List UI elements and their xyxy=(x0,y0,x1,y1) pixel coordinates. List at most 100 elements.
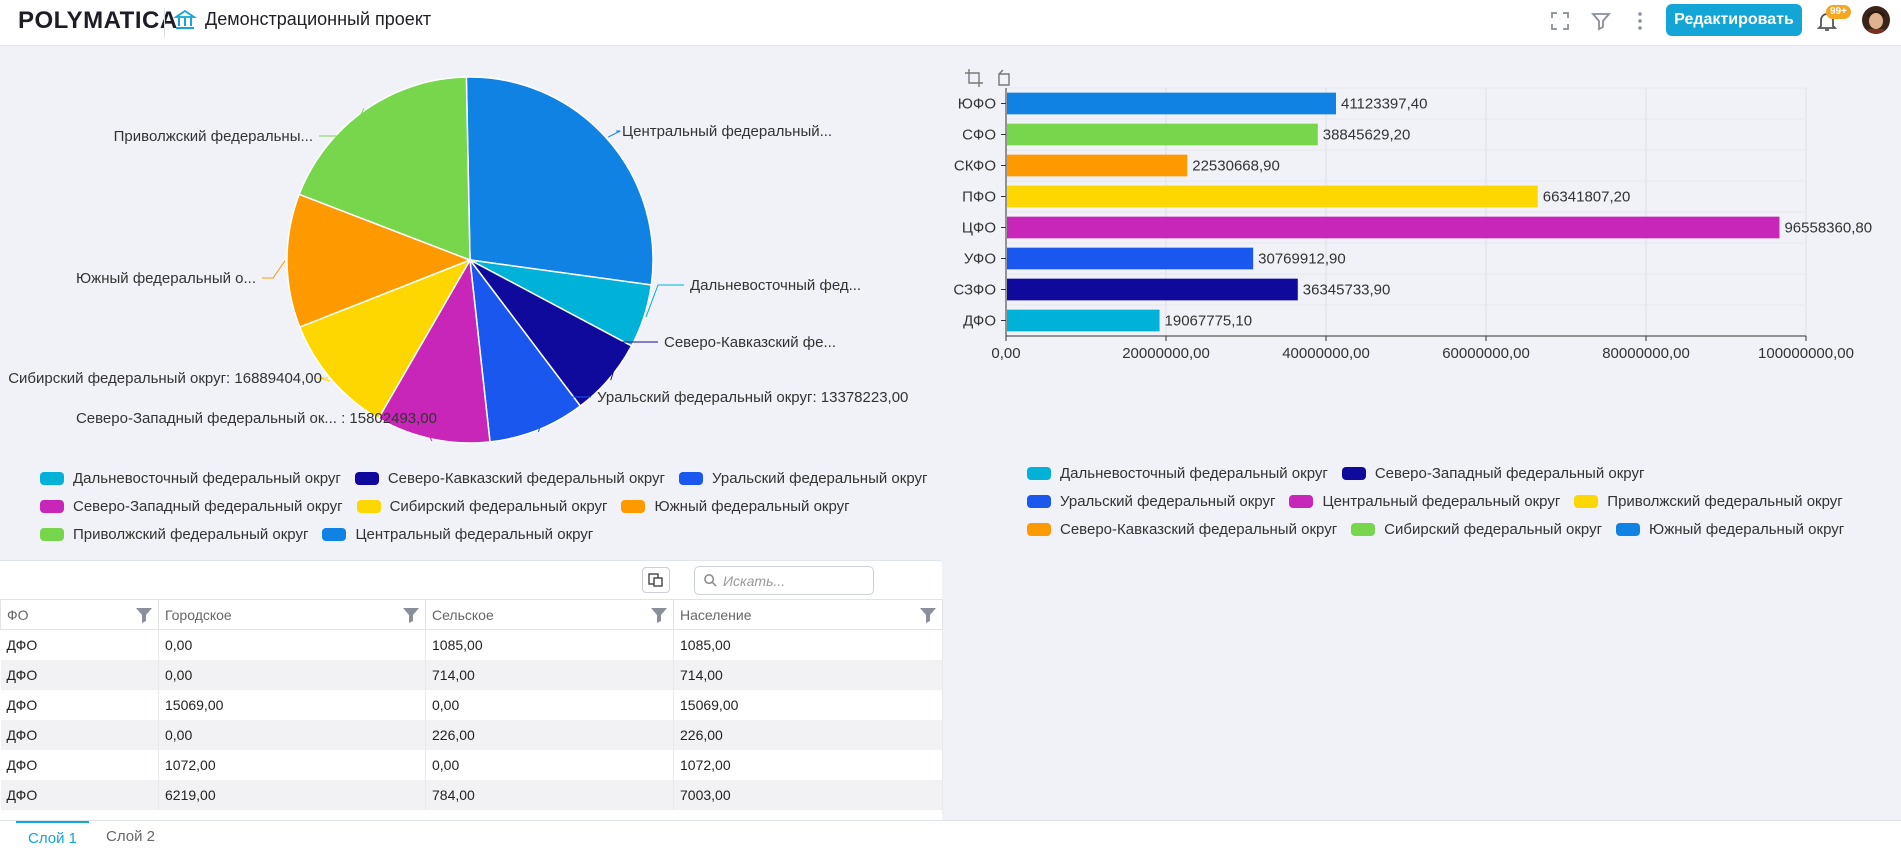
export-button[interactable] xyxy=(642,567,670,593)
data-table: ФО Городское Сельское Население ДФО 0,00 1085… xyxy=(0,599,943,810)
table-cell: 1072,00 xyxy=(158,749,426,780)
more-vertical-icon[interactable] xyxy=(1628,9,1652,33)
fullscreen-icon[interactable] xyxy=(1548,9,1572,33)
pie-label-4: Уральский федеральный округ: 13378223,00 xyxy=(597,389,908,406)
table-cell: 714,00 xyxy=(673,659,943,690)
legend-label: Северо-Кавказский федеральный округ xyxy=(387,469,666,487)
table-row[interactable]: ДФО 0,00 226,00 226,00 xyxy=(0,719,943,750)
table-row[interactable]: ДФО 0,00 1085,00 1085,00 xyxy=(0,629,943,660)
pie-slice-5[interactable] xyxy=(377,257,491,444)
x-tick-label: 0,00 xyxy=(991,345,1020,362)
pie-slice-7[interactable] xyxy=(286,193,473,329)
bar-пфо[interactable] xyxy=(1007,185,1538,208)
column-header-label: Сельское xyxy=(432,606,494,623)
bar-legend-item[interactable]: Сибирский федеральный округ xyxy=(1351,521,1602,538)
table-cell: 226,00 xyxy=(673,719,943,750)
bar-legend-item[interactable]: Приволжский федеральный округ xyxy=(1574,493,1843,510)
column-header-2[interactable]: Городское xyxy=(158,599,426,630)
table-row[interactable]: ДФО 15069,00 0,00 15069,00 xyxy=(0,689,943,720)
y-tick-label: СЗФО xyxy=(953,282,996,299)
bar-legend-item[interactable]: Северо-Западный федеральный округ xyxy=(1341,464,1645,482)
bar-legend-item[interactable]: Южный федеральный округ xyxy=(1616,521,1844,538)
column-filter-icon[interactable] xyxy=(919,606,937,624)
bar-legend-item[interactable]: Центральный федеральный округ xyxy=(1289,493,1560,510)
x-tick-label: 60000000,00 xyxy=(1442,345,1530,362)
notification-badge: 99+ xyxy=(1826,5,1851,19)
bar-chart: 0,00 20000000,00 40000000,00 60000000,00 800… xyxy=(953,87,1872,362)
y-tick-label: ЮФО xyxy=(958,96,996,113)
pie-legend-item[interactable]: Северо-Кавказский федеральный округ xyxy=(354,469,666,487)
bar-сзфо[interactable] xyxy=(1007,278,1298,301)
table-cell: 15069,00 xyxy=(673,689,943,720)
table-cell: 0,00 xyxy=(425,689,674,720)
pie-legend-item[interactable]: Дальневосточный федеральный округ xyxy=(40,470,341,487)
pie-leader-line xyxy=(537,396,591,433)
pie-legend-item[interactable]: Приволжский федеральный округ xyxy=(40,526,308,543)
pie-legend-item[interactable]: Северо-Западный федеральный округ xyxy=(40,498,343,515)
column-header-label: Население xyxy=(680,606,752,623)
legend-swatch xyxy=(1289,494,1314,508)
rotate-icon[interactable] xyxy=(994,68,1014,88)
pie-legend-item[interactable]: Южный федеральный округ xyxy=(621,498,850,515)
column-header-3[interactable]: Сельское xyxy=(425,599,674,630)
table-cell: 15069,00 xyxy=(158,689,426,720)
table-row[interactable]: ДФО 6219,00 784,00 7003,00 xyxy=(0,779,943,810)
column-filter-icon[interactable] xyxy=(402,606,420,624)
pie-slice-8[interactable] xyxy=(298,76,471,262)
pie-slice-6[interactable] xyxy=(298,258,472,420)
tab-layer-1[interactable]: Слой 1 xyxy=(16,821,89,852)
bar-сфо[interactable] xyxy=(1007,123,1318,146)
column-filter-icon[interactable] xyxy=(135,606,153,624)
legend-swatch xyxy=(679,471,704,485)
filter-icon[interactable] xyxy=(1589,9,1613,33)
x-tick-label: 20000000,00 xyxy=(1122,345,1210,362)
legend-label: Северо-Западный федеральный округ xyxy=(1374,464,1645,482)
pie-legend-item[interactable]: Уральский федеральный округ xyxy=(679,470,927,487)
bar-дфо[interactable] xyxy=(1007,309,1160,332)
pie-chart: Центральный федеральный... Дальневосточны… xyxy=(8,76,908,444)
y-tick-label: СФО xyxy=(962,127,996,144)
column-header-4[interactable]: Население xyxy=(673,599,943,630)
avatar[interactable] xyxy=(1862,6,1890,34)
bar-legend-item[interactable]: Северо-Кавказский федеральный округ xyxy=(1027,521,1337,538)
tab-layer-2[interactable]: Слой 2 xyxy=(106,828,155,845)
pie-legend-item[interactable]: Центральный федеральный округ xyxy=(322,526,593,543)
bar-legend-row: Дальневосточный федеральный округ Северо-… xyxy=(1027,459,1858,487)
table-cell: 6219,00 xyxy=(158,779,426,810)
table-row[interactable]: ДФО 0,00 714,00 714,00 xyxy=(0,659,943,690)
pie-label-1: Центральный федеральный... xyxy=(622,123,832,140)
x-tick-label: 100000000,00 xyxy=(1758,345,1854,362)
bar-скфо[interactable] xyxy=(1007,154,1188,177)
search-icon xyxy=(704,574,717,587)
top-bar: POLYMATICA Демонстрационный проект Редак… xyxy=(0,0,1901,46)
pie-slice-4[interactable] xyxy=(468,257,582,443)
legend-swatch xyxy=(621,499,646,513)
edit-button[interactable]: Редактировать xyxy=(1666,4,1802,36)
bar-legend-item[interactable]: Дальневосточный федеральный округ xyxy=(1027,465,1328,482)
y-tick-label: СКФО xyxy=(954,158,996,175)
table-cell: 784,00 xyxy=(425,779,674,810)
bar-legend: Дальневосточный федеральный округ Северо-… xyxy=(1027,459,1858,543)
pie-legend-item[interactable]: Сибирский федеральный округ xyxy=(356,498,607,515)
pie-legend-row: Дальневосточный федеральный округ Северо-… xyxy=(40,464,941,492)
table-cell: ДФО xyxy=(0,689,159,720)
table-row[interactable]: ДФО 1072,00 0,00 1072,00 xyxy=(0,749,943,780)
bar-legend-row: Северо-Кавказский федеральный округ Сибир… xyxy=(1027,515,1858,543)
column-filter-icon[interactable] xyxy=(650,606,668,624)
pie-slice-1[interactable] xyxy=(465,76,654,286)
museum-icon xyxy=(173,9,197,29)
table-cell: 226,00 xyxy=(425,719,674,750)
bar-legend-item[interactable]: Уральский федеральный округ xyxy=(1027,493,1275,510)
crop-icon[interactable] xyxy=(964,68,984,88)
bar-уфо[interactable] xyxy=(1007,247,1254,270)
search-input[interactable] xyxy=(723,571,868,591)
pie-legend-row: Приволжский федеральный округ Центральный… xyxy=(40,520,941,548)
column-header-1[interactable]: ФО xyxy=(0,599,159,630)
legend-label: Сибирский федеральный округ xyxy=(1384,520,1603,538)
table-cell: ДФО xyxy=(0,779,159,810)
bar-цфо[interactable] xyxy=(1007,216,1780,239)
table-cell: 7003,00 xyxy=(673,779,943,810)
bar-value-label: 22530668,90 xyxy=(1192,158,1280,175)
legend-label: Южный федеральный округ xyxy=(1649,520,1845,538)
bar-юфо[interactable] xyxy=(1007,92,1336,115)
